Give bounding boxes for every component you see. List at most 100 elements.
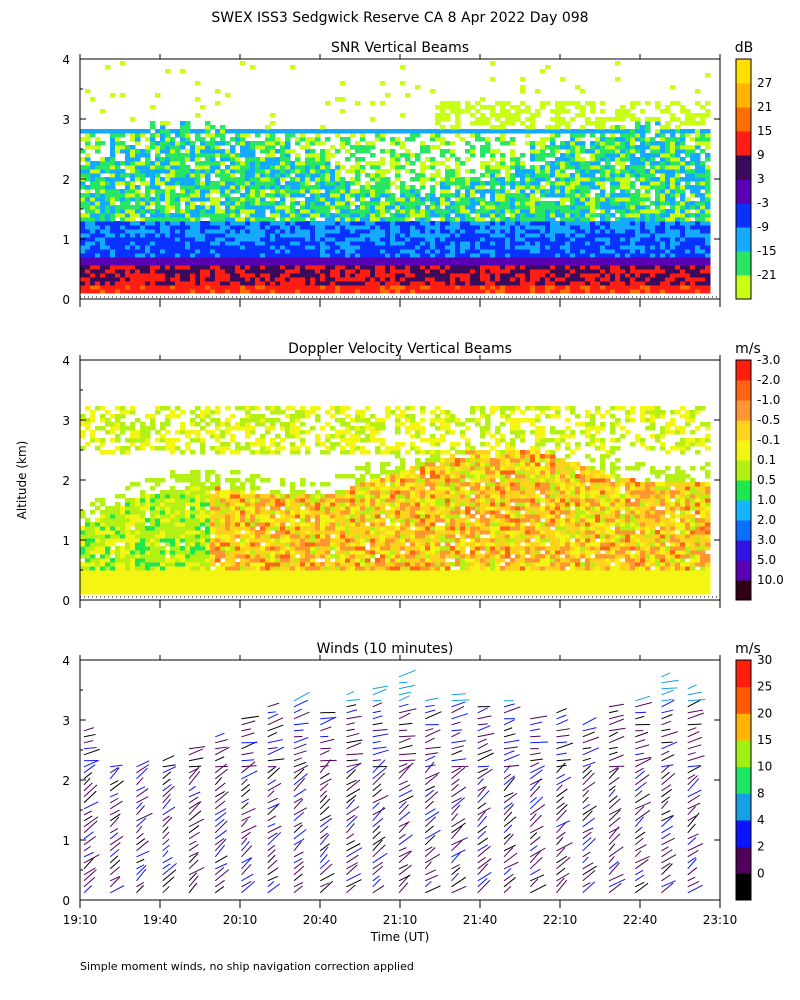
snr-cell	[310, 193, 316, 198]
snr-cell	[485, 269, 491, 274]
snr-cell	[680, 253, 686, 258]
snr-cell	[130, 253, 136, 258]
snr-cell	[295, 201, 301, 206]
snr-cell	[655, 229, 661, 234]
snr-cell	[580, 145, 586, 150]
snr-cell	[565, 177, 571, 182]
snr-cell	[180, 133, 186, 138]
snr-cell	[115, 249, 121, 254]
snr-cell	[595, 229, 601, 234]
doppler-cell	[85, 550, 91, 555]
snr-cell	[130, 233, 136, 238]
snr-cell	[525, 105, 531, 110]
snr-cell	[160, 229, 166, 234]
snr-cell	[300, 189, 306, 194]
snr-cell	[590, 245, 596, 250]
snr-cell	[110, 225, 116, 230]
snr-cell	[635, 189, 641, 194]
snr-cell	[295, 181, 301, 186]
snr-cell	[305, 149, 311, 154]
snr-cell	[550, 289, 556, 294]
snr-cell	[265, 237, 271, 242]
snr-cell	[665, 229, 671, 234]
snr-cell	[400, 229, 406, 234]
snr-cell	[530, 229, 536, 234]
snr-cell	[635, 237, 641, 242]
snr-cell	[90, 273, 96, 278]
snr-cell	[635, 285, 641, 290]
snr-cell	[645, 269, 651, 274]
snr-cell	[495, 225, 501, 230]
snr-cell	[625, 109, 631, 114]
snr-cell	[460, 177, 466, 182]
snr-cell	[165, 181, 171, 186]
snr-cell	[645, 181, 651, 186]
snr-cell	[200, 253, 206, 258]
snr-cell	[115, 173, 121, 178]
snr-cell	[520, 273, 526, 278]
snr-cell	[515, 241, 521, 246]
snr-cell	[600, 217, 606, 222]
snr-cell	[635, 241, 641, 246]
snr-cell	[685, 197, 691, 202]
snr-cell	[310, 209, 316, 214]
snr-cell	[250, 157, 256, 162]
snr-cell	[370, 233, 376, 238]
snr-cell	[610, 225, 616, 230]
snr-cell	[430, 257, 436, 262]
snr-cell	[630, 229, 636, 234]
snr-cell	[150, 225, 156, 230]
snr-cell	[365, 217, 371, 222]
snr-cell	[205, 149, 211, 154]
snr-cell	[225, 237, 231, 242]
snr-cell	[705, 109, 711, 114]
snr-cell	[240, 153, 246, 158]
snr-cell	[640, 277, 646, 282]
snr-cell	[210, 201, 216, 206]
snr-cell	[155, 233, 161, 238]
snr-cell	[685, 281, 691, 286]
snr-cell	[430, 269, 436, 274]
snr-cell	[510, 229, 516, 234]
colorbar-label: -3	[757, 196, 769, 210]
snr-cell	[595, 257, 601, 262]
snr-cell	[245, 261, 251, 266]
snr-cell	[95, 221, 101, 226]
snr-cell	[540, 289, 546, 294]
snr-cell	[150, 217, 156, 222]
snr-cell	[455, 209, 461, 214]
snr-cell	[350, 277, 356, 282]
snr-cell	[395, 221, 401, 226]
snr-cell	[700, 185, 706, 190]
snr-cell	[335, 277, 341, 282]
snr-cell	[580, 253, 586, 258]
snr-cell	[540, 141, 546, 146]
snr-cell	[310, 277, 316, 282]
snr-cell	[225, 201, 231, 206]
snr-cell	[275, 269, 281, 274]
snr-cell	[565, 153, 571, 158]
snr-cell	[560, 289, 566, 294]
snr-cell	[420, 149, 426, 154]
snr-cell	[125, 289, 131, 294]
snr-cell	[90, 277, 96, 282]
snr-cell	[395, 157, 401, 162]
snr-cell	[545, 245, 551, 250]
snr-cell	[410, 129, 416, 134]
snr-cell	[555, 257, 561, 262]
snr-cell	[665, 253, 671, 258]
snr-cell	[400, 201, 406, 206]
snr-cell	[705, 269, 711, 274]
snr-cell	[620, 189, 626, 194]
snr-cell	[680, 241, 686, 246]
snr-cell	[590, 177, 596, 182]
snr-cell	[530, 221, 536, 226]
snr-cell	[265, 137, 271, 142]
snr-cell	[495, 253, 501, 258]
snr-cell	[180, 217, 186, 222]
snr-cell	[690, 157, 696, 162]
snr-cell	[240, 261, 246, 266]
snr-cell	[400, 277, 406, 282]
snr-cell	[290, 181, 296, 186]
snr-cell	[335, 209, 341, 214]
